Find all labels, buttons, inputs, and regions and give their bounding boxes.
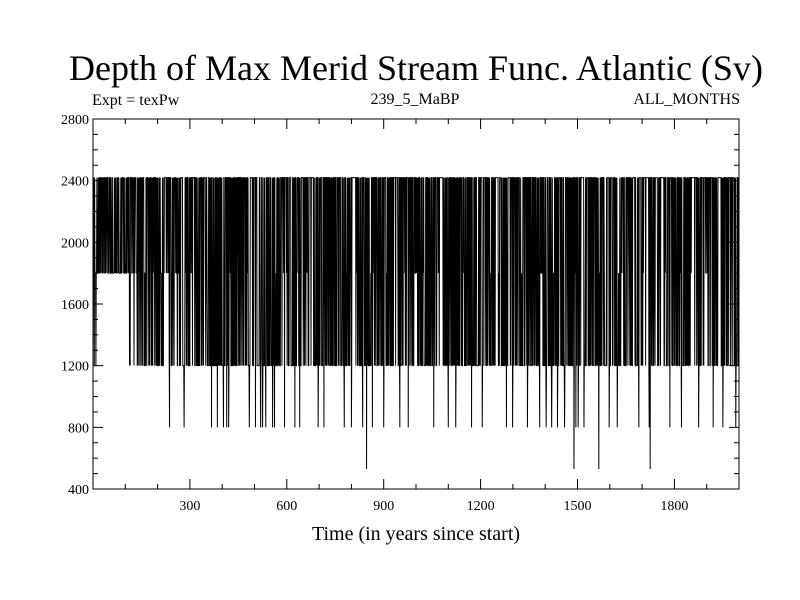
y-tick-label: 400 [68, 483, 89, 498]
axis-ticks: 300 600 900 1200 1500 1800 400 800 1200 1600 2000 2… [61, 113, 739, 514]
plot-frame [92, 118, 740, 490]
x-tick-label: 1500 [564, 499, 592, 514]
months-label: ALL_MONTHS [633, 91, 740, 108]
x-tick-label: 900 [373, 499, 394, 514]
series-line [92, 177, 740, 469]
x-tick-label: 300 [179, 499, 200, 514]
x-tick-label: 1200 [467, 499, 495, 514]
x-tick-label: 600 [276, 499, 297, 514]
data-series [92, 177, 740, 469]
y-tick-label: 800 [68, 421, 89, 436]
experiment-label: Expt = texPw [92, 92, 180, 109]
y-tick-label: 1600 [61, 298, 89, 313]
y-tick-label: 1200 [61, 360, 89, 375]
period-label: 239_5_MaBP [371, 91, 460, 108]
chart-title: Depth of Max Merid Stream Func. Atlantic… [69, 48, 763, 88]
y-tick-label: 2800 [61, 113, 89, 128]
y-tick-label: 2400 [61, 175, 89, 190]
x-axis-label: Time (in years since start) [312, 523, 520, 545]
x-tick-label: 1800 [660, 499, 688, 514]
y-tick-label: 2000 [61, 236, 89, 251]
